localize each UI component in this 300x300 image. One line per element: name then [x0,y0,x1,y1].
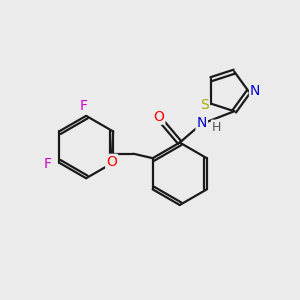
Text: F: F [80,99,88,113]
Text: H: H [212,121,221,134]
Text: N: N [250,84,260,98]
Text: F: F [44,157,52,171]
Text: O: O [154,110,164,124]
Text: N: N [196,116,207,130]
Text: O: O [106,155,117,169]
Text: S: S [200,98,209,112]
